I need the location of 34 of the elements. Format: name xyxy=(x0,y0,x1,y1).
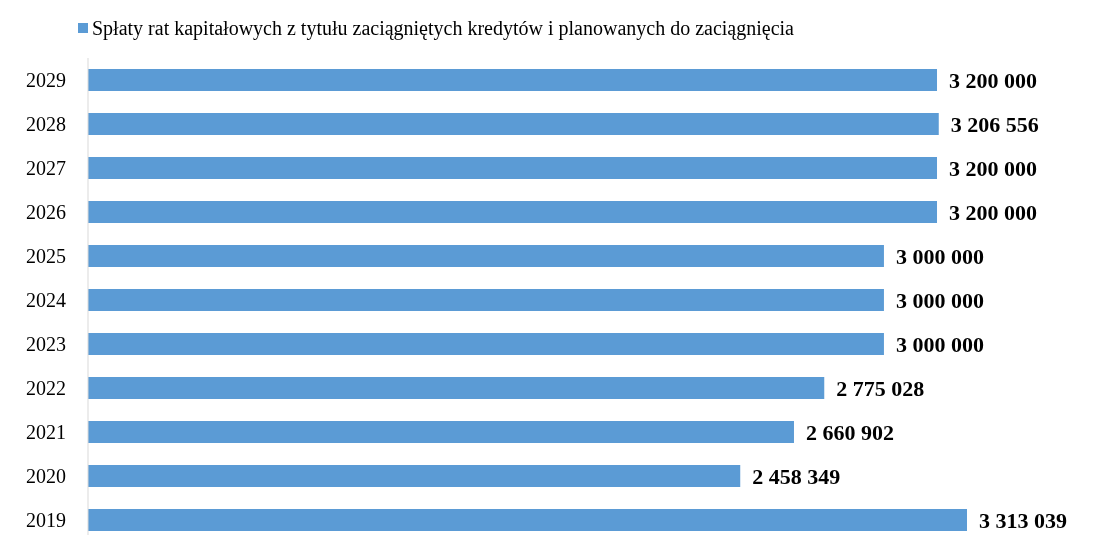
bar xyxy=(88,377,825,399)
y-tick-label: 2021 xyxy=(26,421,66,443)
bar xyxy=(88,113,939,135)
y-tick-label: 2025 xyxy=(26,245,66,267)
bar xyxy=(88,333,884,355)
data-label: 3 200 000 xyxy=(949,67,1038,93)
y-tick-label: 2027 xyxy=(26,157,66,179)
data-label: 3 200 000 xyxy=(949,199,1038,225)
bar xyxy=(88,201,938,223)
bar xyxy=(88,245,884,267)
y-tick-label: 2023 xyxy=(26,333,66,355)
data-label: 3 000 000 xyxy=(895,331,984,357)
data-label: 3 200 000 xyxy=(949,155,1038,181)
bar xyxy=(88,69,938,91)
data-label: 3 000 000 xyxy=(895,243,984,269)
y-tick-label: 2019 xyxy=(26,509,66,531)
y-tick-label: 2022 xyxy=(26,377,66,399)
bar xyxy=(88,465,741,487)
y-tick-label: 2026 xyxy=(26,201,66,223)
bar xyxy=(88,289,884,311)
y-tick-label: 2020 xyxy=(26,465,66,487)
y-tick-label: 2024 xyxy=(26,289,66,311)
data-label: 3 313 039 xyxy=(979,507,1067,533)
bar xyxy=(88,157,938,179)
data-label: 2 775 028 xyxy=(836,375,925,401)
bar xyxy=(88,421,794,443)
y-tick-label: 2028 xyxy=(26,113,66,135)
data-label: 2 458 349 xyxy=(752,463,841,489)
bar xyxy=(88,509,967,531)
data-label: 2 660 902 xyxy=(805,419,894,445)
data-label: 3 000 000 xyxy=(895,287,984,313)
data-label: 3 206 556 xyxy=(950,111,1039,137)
y-tick-label: 2029 xyxy=(26,69,66,91)
legend-label: Spłaty rat kapitałowych z tytułu zaciągniętych kredytów i planowanych do zaciągnięcia xyxy=(92,17,795,40)
